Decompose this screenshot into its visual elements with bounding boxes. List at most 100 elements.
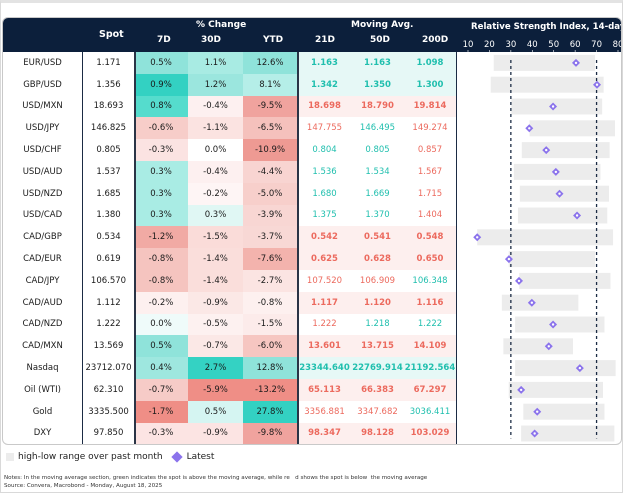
x-tick-label: 10: [463, 40, 474, 50]
moving-avg-row-bg: [298, 313, 456, 336]
latest-marker-center: [575, 214, 579, 217]
moving-avg-cell: 66.383: [361, 384, 394, 395]
row-label: USD/MXN: [22, 101, 63, 112]
table-row: USD/CAD 1.380 0.3% 0.3% -3.9% 1.375 1.370 1.404: [3, 204, 621, 227]
pct-change-cell: -0.2%: [134, 291, 188, 314]
latest-marker-center: [554, 170, 558, 174]
latest-marker-center: [578, 366, 582, 370]
x-tick-label: 60: [570, 40, 581, 50]
moving-avg-cell: 1.098: [416, 57, 444, 68]
moving-avg-cell: 0.857: [417, 145, 443, 156]
pct-change-cell: -1.1%: [188, 117, 243, 140]
row-label: Gold: [32, 406, 53, 417]
table-row: USD/MXN 18.693 0.8% -0.4% -9.5% 18.698 18.790 1…: [3, 95, 621, 118]
moving-avg-cell: 1.163: [311, 57, 338, 68]
pct-change-cell: -0.7%: [188, 335, 243, 358]
moving-avg-row-bg: [298, 357, 456, 379]
range-bar: [508, 381, 603, 398]
moving-avg-cell: 18.698: [308, 101, 341, 112]
pct-change-cell: 12.8%: [243, 357, 297, 379]
table-row: Oil (WTI) 62.310 -0.7% -5.9% -13.2% 65.113 66.…: [3, 379, 621, 401]
moving-avg-row-bg: [298, 226, 456, 249]
x-tick-label: 20: [484, 40, 495, 50]
spot-value: 1.171: [96, 57, 121, 68]
range-bar: [521, 425, 615, 442]
range-bar: [477, 229, 614, 246]
spot-value: 1.112: [96, 297, 121, 308]
x-tick-label: 40: [527, 40, 538, 50]
moving-avg-row-bg: [298, 139, 456, 161]
pct-change-cell: -1.4%: [188, 248, 243, 270]
moving-avg-cell: 149.274: [412, 123, 448, 134]
moving-avg-cell: 67.297: [413, 384, 447, 395]
range-bar: [508, 251, 596, 268]
table-row: CAD/MXN 13.569 0.5% -0.7% -6.0% 13.601 13.715 1…: [3, 335, 621, 358]
spot-value: 18.693: [93, 101, 124, 112]
range-bar: [490, 76, 604, 93]
moving-avg-cell: 1.350: [364, 79, 391, 90]
moving-avg-cell: 106.909: [359, 275, 396, 286]
moving-avg-cell: 1.669: [365, 188, 390, 199]
moving-avg-row-bg: [298, 52, 456, 74]
range-bar: [519, 272, 611, 289]
latest-marker-center: [476, 236, 479, 239]
table-row: CAD/JPY 106.570 -0.8% -1.4% -2.7% 107.520 106.…: [3, 270, 621, 292]
x-tick-label: 50: [548, 40, 559, 50]
row-label: CAD/AUD: [22, 297, 63, 308]
moving-avg-row-bg: [298, 204, 456, 227]
pct-change-cell: -5.0%: [243, 182, 297, 205]
latest-marker-center: [533, 432, 536, 435]
pct-change-cell: -0.3%: [134, 422, 188, 444]
moving-avg-cell: 1.117: [311, 297, 338, 308]
moving-avg-cell: 0.628: [364, 254, 391, 265]
moving-avg-cell: 14.109: [413, 341, 447, 352]
moving-avg-cell: 106.348: [412, 275, 448, 286]
moving-avg-cell: 65.113: [308, 384, 341, 395]
moving-avg-cell: 0.542: [311, 232, 338, 243]
moving-avg-cell: 0.541: [364, 232, 391, 243]
moving-avg-cell: 19.814: [413, 101, 447, 112]
legend-latest-label: Latest: [186, 452, 215, 462]
moving-avg-cell: 0.548: [416, 232, 444, 243]
moving-avg-cell: 1.567: [417, 166, 443, 177]
moving-avg-cell: 147.755: [306, 123, 343, 134]
moving-avg-row-bg: [298, 117, 456, 140]
moving-avg-row-bg: [298, 182, 456, 205]
spot-value: 3335.500: [88, 406, 129, 417]
table-row: EUR/USD 1.171 0.5% 1.1% 12.6% 1.163 1.163 1.098: [3, 52, 621, 74]
row-label: USD/AUD: [22, 166, 63, 177]
moving-avg-cell: 3356.881: [304, 406, 345, 417]
latest-marker-center: [507, 257, 511, 261]
pct-change-cell: 0.0%: [188, 139, 243, 161]
row-label: CAD/MXN: [22, 341, 63, 352]
moving-avg-cell: 0.625: [311, 254, 338, 265]
moving-avg-row-bg: [298, 270, 456, 292]
table-row: CAD/AUD 1.112 -0.2% -0.9% -0.8% 1.117 1.120 1.1…: [3, 291, 621, 314]
rsi-chart: 10 20 30 40 50 60 70 80: [463, 40, 621, 442]
pct-change-cell: -0.4%: [188, 161, 243, 183]
range-bar: [503, 338, 573, 355]
table-row: USD/CHF 0.805 -0.3% 0.0% -10.9% 0.804 0.805 0.8…: [3, 139, 621, 161]
pct-change-cell: 0.3%: [134, 204, 188, 227]
column-divider: [134, 52, 136, 444]
pct-change-cell: -13.2%: [243, 379, 297, 401]
pct-change-cell: -0.9%: [188, 422, 243, 444]
row-label: USD/JPY: [25, 123, 60, 134]
moving-avg-cell: 98.347: [308, 428, 341, 439]
moving-avg-cell: 0.804: [312, 145, 337, 156]
moving-avg-cell: 23344.640: [299, 363, 350, 374]
moving-avg-row-bg: [298, 335, 456, 358]
pct-change-cell: -1.4%: [188, 270, 243, 292]
moving-avg-cell: 103.029: [410, 428, 450, 439]
latest-marker-center: [558, 192, 561, 195]
range-bar: [529, 120, 615, 137]
moving-avg-row-bg: [298, 161, 456, 183]
pct-change-cell: -0.4%: [188, 95, 243, 118]
latest-marker-center: [547, 345, 550, 348]
range-bar: [521, 142, 610, 159]
pct-change-cell: 0.9%: [134, 73, 188, 96]
pct-change-cell: -4.4%: [243, 161, 297, 183]
header-ytd: YTD: [263, 35, 284, 45]
latest-marker-center: [595, 83, 599, 86]
pct-change-cell: -0.8%: [134, 248, 188, 270]
